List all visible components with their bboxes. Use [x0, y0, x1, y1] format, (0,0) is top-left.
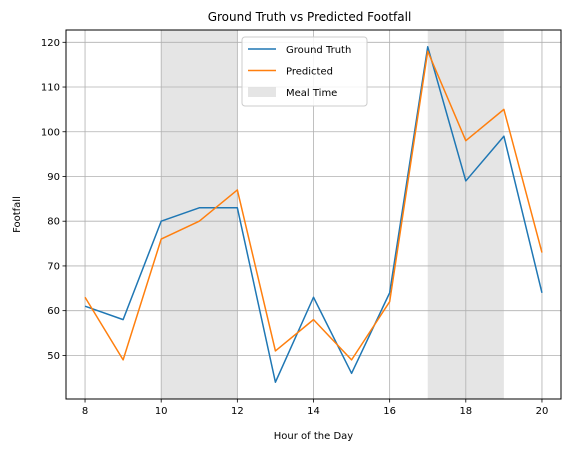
x-tick-label-10: 10 [155, 406, 168, 417]
y-tick-label-100: 100 [41, 127, 60, 138]
y-tick-label-80: 80 [47, 217, 60, 228]
y-tick-label-70: 70 [47, 261, 60, 272]
grid-lines [66, 30, 561, 399]
y-tick-label-110: 110 [41, 83, 60, 94]
x-axis-ticks: 8 10 12 14 16 18 20 [82, 399, 548, 417]
x-tick-label-8: 8 [82, 406, 88, 417]
meal-time-span-1 [161, 30, 238, 399]
x-tick-label-20: 20 [536, 406, 549, 417]
y-tick-label-50: 50 [47, 351, 60, 362]
series-line-predicted [84, 50, 543, 361]
legend-label-meal-time: Meal Time [286, 88, 337, 99]
series-line-ground-truth [84, 46, 543, 383]
legend: Ground Truth Predicted Meal Time [241, 36, 368, 107]
y-axis-ticks: 50 60 70 80 90 100 110 120 [41, 38, 66, 362]
y-axis-title: Footfall [12, 196, 23, 233]
x-tick-label-16: 16 [383, 406, 396, 417]
legend-label-predicted: Predicted [286, 67, 333, 78]
y-tick-label-90: 90 [47, 172, 60, 183]
legend-swatch-meal-time [248, 87, 276, 97]
series-lines [84, 46, 543, 383]
x-tick-label-14: 14 [307, 406, 320, 417]
x-axis-title: Hour of the Day [274, 431, 354, 442]
y-tick-label-120: 120 [41, 38, 60, 49]
x-tick-label-18: 18 [459, 406, 472, 417]
chart-title: Ground Truth vs Predicted Footfall [208, 10, 412, 24]
legend-label-ground-truth: Ground Truth [286, 45, 351, 56]
y-tick-label-60: 60 [47, 306, 60, 317]
x-tick-label-12: 12 [231, 406, 244, 417]
